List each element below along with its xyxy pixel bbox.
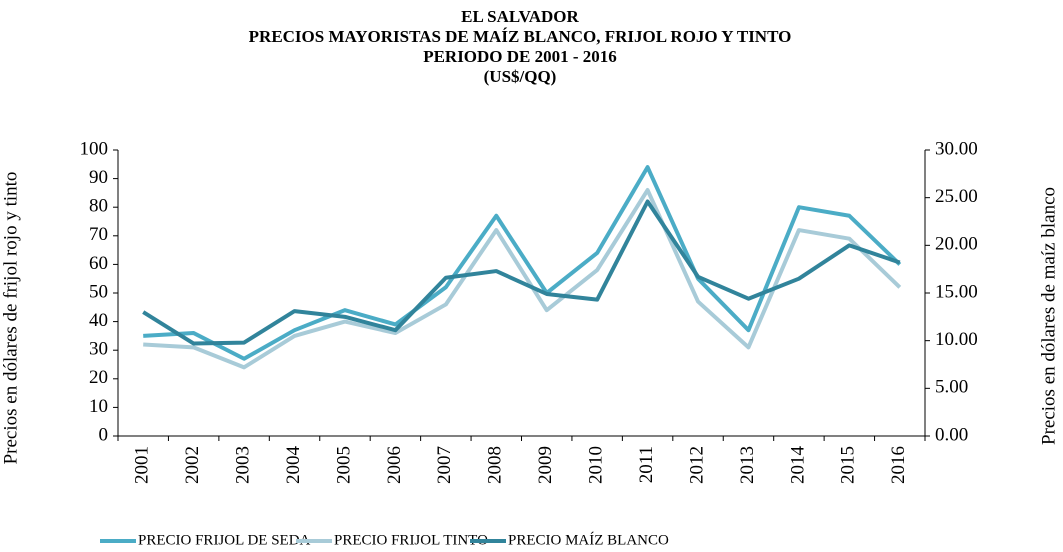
y-tick-label: 60 — [89, 253, 108, 274]
y2-tick-label: 15.00 — [935, 281, 978, 302]
x-tick-label: 2010 — [586, 446, 607, 484]
x-tick-label: 2003 — [232, 446, 253, 484]
x-tick-label: 2012 — [686, 446, 707, 484]
chart-title: EL SALVADOR — [461, 7, 579, 26]
x-tick-label: 2011 — [636, 446, 657, 483]
x-tick-label: 2007 — [434, 446, 455, 484]
x-tick-label: 2008 — [485, 446, 506, 484]
y2-tick-label: 0.00 — [935, 424, 968, 445]
legend-label: PRECIO MAÍZ BLANCO — [508, 531, 669, 548]
legend-label: PRECIO FRIJOL DE SEDA — [138, 532, 311, 548]
series-line — [142, 199, 901, 346]
x-tick-label: 2004 — [283, 446, 304, 485]
series-line — [143, 165, 902, 361]
y-tick-label: 40 — [89, 310, 108, 331]
y-tick-label: 0 — [99, 424, 109, 445]
y-tick-label: 100 — [80, 138, 109, 159]
y2-axis-label: Precios en dólares de maíz blanco — [1038, 187, 1059, 445]
x-tick-label: 2002 — [182, 446, 203, 484]
chart-title: (US$/QQ) — [484, 67, 557, 86]
legend-label: PRECIO FRIJOL TINTO — [334, 532, 488, 548]
y2-tick-label: 10.00 — [935, 329, 978, 350]
y-tick-label: 20 — [89, 367, 108, 388]
y2-tick-label: 25.00 — [935, 186, 978, 207]
x-tick-label: 2006 — [384, 446, 405, 484]
y-tick-label: 30 — [89, 339, 108, 360]
y2-tick-label: 30.00 — [935, 138, 978, 159]
x-tick-label: 2013 — [737, 446, 758, 484]
y-axis-label: Precios en dólares de frijol rojo y tint… — [0, 172, 21, 465]
y-tick-label: 80 — [89, 196, 108, 217]
y-tick-label: 70 — [89, 224, 108, 245]
x-tick-label: 2014 — [787, 446, 808, 485]
chart-title: PRECIOS MAYORISTAS DE MAÍZ BLANCO, FRIJO… — [249, 27, 792, 46]
x-tick-label: 2001 — [132, 446, 153, 484]
y-tick-label: 10 — [89, 396, 108, 417]
x-tick-label: 2015 — [838, 446, 859, 484]
x-tick-label: 2016 — [888, 446, 909, 484]
y2-tick-label: 5.00 — [935, 377, 968, 398]
y-tick-label: 90 — [89, 167, 108, 188]
y2-tick-label: 20.00 — [935, 234, 978, 255]
x-tick-label: 2005 — [333, 446, 354, 484]
series-line — [143, 188, 902, 370]
y-tick-label: 50 — [89, 281, 108, 302]
chart-title: PERIODO DE 2001 - 2016 — [423, 47, 617, 66]
x-tick-label: 2009 — [535, 446, 556, 484]
